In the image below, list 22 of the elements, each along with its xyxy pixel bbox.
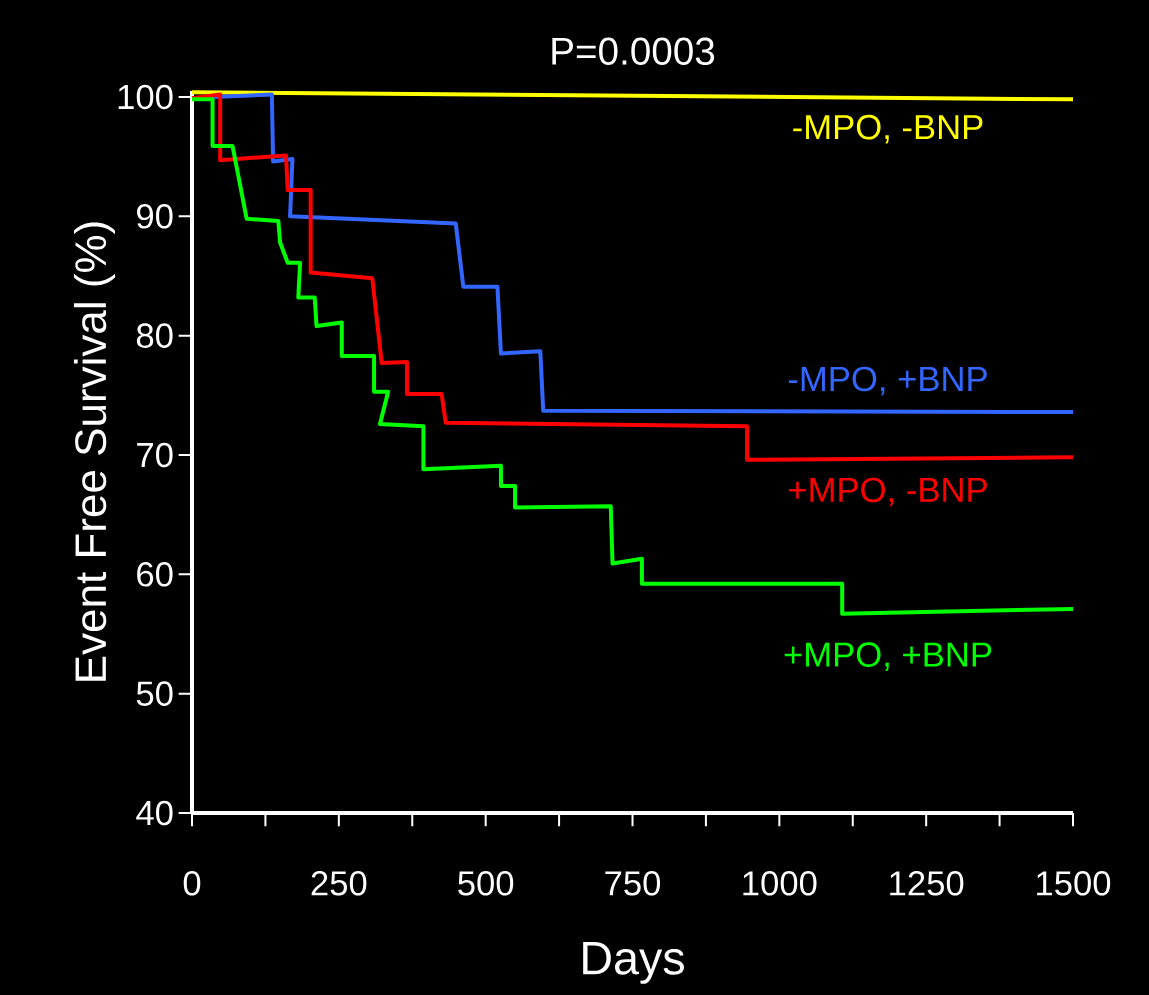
x-tick-label: 250 [311, 871, 367, 896]
y-axis-title: Event Free Survival (%) [73, 222, 115, 681]
y-tick-label: 40 [136, 800, 173, 826]
y-tick-label: 60 [137, 562, 173, 587]
series-label: +MPO, +BNP [784, 642, 992, 671]
y-tick-label: 100 [118, 84, 173, 110]
y-tick-label: 90 [137, 204, 173, 229]
x-tick-label: 1500 [1037, 871, 1111, 896]
x-tick-label: 1250 [890, 871, 964, 896]
chart-title: P=0.0003 [552, 37, 715, 65]
y-tick-label: 50 [136, 681, 173, 706]
series-label: +MPO, -BNP [789, 477, 987, 507]
series-label: -MPO, -BNP [793, 114, 983, 144]
x-tick-label: 0 [183, 871, 201, 896]
y-tick-label: 70 [137, 442, 173, 468]
x-axis-title: Days [583, 942, 684, 984]
x-tick-label: 750 [605, 871, 661, 896]
x-tick-label: 1000 [743, 871, 817, 896]
line-series [190, 97, 1076, 616]
series-label: -MPO, +BNP [788, 366, 987, 396]
y-tick-label: 80 [136, 323, 173, 348]
x-tick-label: 500 [458, 871, 514, 896]
